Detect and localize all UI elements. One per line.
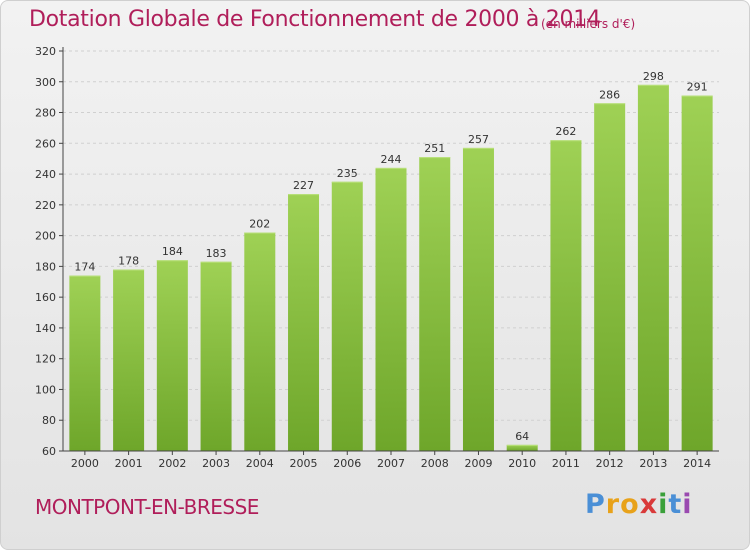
y-tick-label: 80 xyxy=(42,414,56,427)
bar xyxy=(681,95,713,451)
data-label: 184 xyxy=(162,245,183,258)
logo-letter: i xyxy=(658,489,669,520)
y-tick-label: 260 xyxy=(35,137,56,150)
y-tick-label: 140 xyxy=(35,322,56,335)
labels: 60 80 100 120 140 160 180 200 220 240 260 280 300 320… xyxy=(35,45,711,470)
x-tick-label: 2011 xyxy=(552,457,580,470)
data-label: 286 xyxy=(599,88,620,101)
logo-letter: t xyxy=(668,489,683,520)
bars xyxy=(69,84,713,452)
data-label: 202 xyxy=(249,218,270,231)
data-label: 298 xyxy=(643,70,664,83)
y-tick-label: 120 xyxy=(35,353,56,366)
data-label: 227 xyxy=(293,179,314,192)
bar xyxy=(113,269,145,451)
data-label: 178 xyxy=(118,254,139,267)
x-tick-label: 2014 xyxy=(683,457,711,470)
proxiti-logo: Proxiti xyxy=(585,489,693,520)
bar xyxy=(506,444,538,451)
y-tick-label: 60 xyxy=(42,445,56,458)
y-tick-label: 160 xyxy=(35,291,56,304)
bar xyxy=(637,84,669,451)
data-label: 174 xyxy=(74,261,95,274)
data-label: 251 xyxy=(424,142,445,155)
data-label: 183 xyxy=(206,247,227,260)
logo-letter: o xyxy=(620,489,640,520)
x-tick-label: 2007 xyxy=(377,457,405,470)
bar xyxy=(288,194,320,452)
data-label: 64 xyxy=(515,430,529,443)
bar xyxy=(462,147,494,451)
x-tick-label: 2008 xyxy=(421,457,449,470)
x-tick-label: 2002 xyxy=(158,457,186,470)
bar xyxy=(594,103,626,452)
data-label: 235 xyxy=(337,167,358,180)
y-tick-label: 320 xyxy=(35,45,56,58)
y-tick-label: 200 xyxy=(35,230,56,243)
x-tick-label: 2003 xyxy=(202,457,230,470)
bar xyxy=(419,157,451,451)
x-tick-label: 2001 xyxy=(115,457,143,470)
logo-letter: x xyxy=(639,489,659,520)
x-tick-label: 2009 xyxy=(464,457,492,470)
x-tick-label: 2012 xyxy=(596,457,624,470)
y-tick-label: 240 xyxy=(35,168,56,181)
y-tick-label: 100 xyxy=(35,383,56,396)
bar xyxy=(200,261,232,451)
x-tick-label: 2004 xyxy=(246,457,274,470)
x-tick-label: 2000 xyxy=(71,457,99,470)
x-tick-label: 2005 xyxy=(290,457,318,470)
y-tick-label: 220 xyxy=(35,199,56,212)
logo-letter: P xyxy=(585,489,606,520)
data-label: 257 xyxy=(468,133,489,146)
data-label: 291 xyxy=(687,81,708,94)
y-tick-label: 300 xyxy=(35,76,56,89)
x-tick-label: 2006 xyxy=(333,457,361,470)
y-tick-label: 180 xyxy=(35,260,56,273)
data-label: 244 xyxy=(381,153,402,166)
bar xyxy=(331,181,363,451)
bar xyxy=(69,275,101,451)
bar xyxy=(156,260,188,451)
town-name: MONTPONT-EN-BRESSE xyxy=(35,495,259,519)
bar xyxy=(244,232,276,451)
x-tick-label: 2010 xyxy=(508,457,536,470)
y-tick-label: 280 xyxy=(35,107,56,120)
data-label: 262 xyxy=(555,125,576,138)
bar xyxy=(375,167,407,451)
logo-letter: i xyxy=(682,489,693,520)
axes xyxy=(59,47,719,455)
chart-title: Dotation Globale de Fonctionnement de 20… xyxy=(29,7,601,32)
unit-note: (en milliers d'€) xyxy=(541,17,636,31)
bar xyxy=(550,140,582,451)
x-tick-label: 2013 xyxy=(639,457,667,470)
logo-letter: r xyxy=(605,489,621,520)
